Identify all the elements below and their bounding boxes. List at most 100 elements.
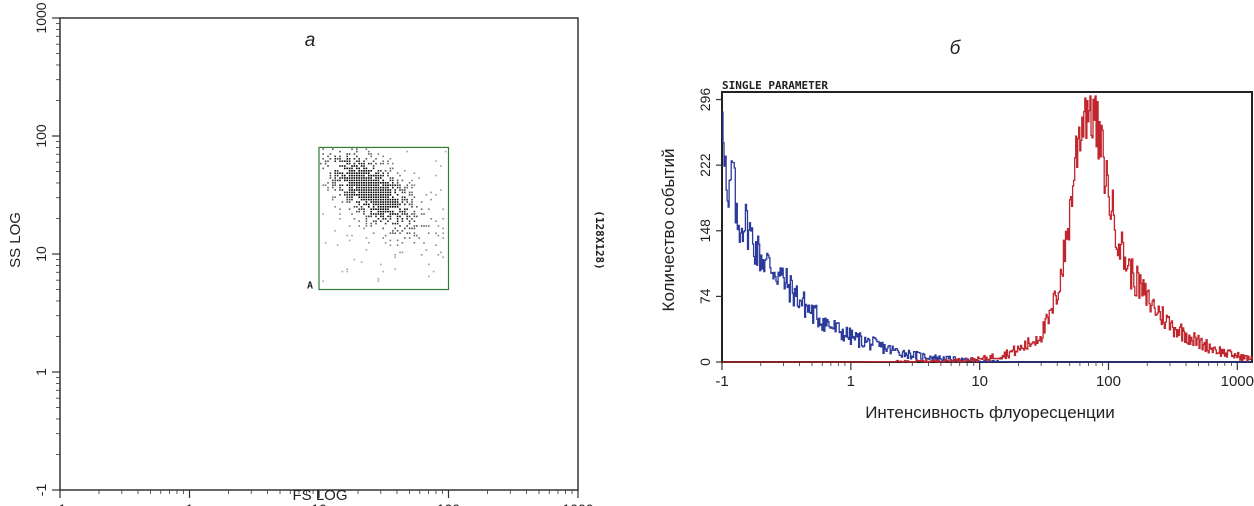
scatter-point <box>389 201 392 203</box>
scatter-point <box>384 222 387 225</box>
scatter-point <box>365 184 368 186</box>
scatter-point <box>420 201 423 203</box>
scatter-point <box>370 179 372 182</box>
scatter-point <box>377 210 380 213</box>
scatter-point <box>389 244 392 246</box>
scatter-point <box>336 179 339 182</box>
scatter-point <box>377 191 380 194</box>
scatter-point <box>339 177 341 179</box>
scatter-point <box>396 203 399 206</box>
scatter-point <box>370 174 372 177</box>
scatter-point <box>348 196 351 198</box>
scatter-point <box>392 201 394 203</box>
scatter-point <box>442 237 444 239</box>
scatter-point <box>380 182 382 184</box>
scatter-point <box>368 170 370 172</box>
scatter-point <box>365 186 368 189</box>
scatter-point <box>382 172 384 174</box>
scatter-point <box>413 234 416 237</box>
scatter-point <box>406 198 408 201</box>
scatter-point <box>332 179 334 182</box>
scatter-point <box>324 160 327 162</box>
gate-label: A <box>307 281 313 292</box>
scatter-point <box>348 153 351 155</box>
scatter-point <box>339 186 341 189</box>
scatter-point <box>387 206 389 208</box>
scatter-point <box>365 167 368 170</box>
scatter-point <box>339 213 341 215</box>
scatter-point <box>399 208 401 210</box>
scatter-point <box>392 184 394 186</box>
scatter-point <box>413 210 416 213</box>
scatter-point <box>372 220 375 222</box>
scatter-point <box>339 165 341 167</box>
scatter-point <box>408 220 411 222</box>
scatter-point <box>322 280 324 282</box>
scatter-point <box>329 172 332 174</box>
scatter-point <box>380 177 382 179</box>
scatter-point <box>396 213 399 215</box>
scatter-point <box>332 182 334 184</box>
scatter-point <box>372 194 375 196</box>
scatter-point <box>322 184 324 186</box>
scatter-point <box>404 213 406 215</box>
scatter-point <box>334 196 336 198</box>
scatter-point <box>372 201 375 203</box>
scatter-point <box>404 237 406 239</box>
scatter-point <box>372 174 375 177</box>
scatter-point <box>394 268 396 270</box>
scatter-point <box>334 177 336 179</box>
scatter-point <box>348 170 351 172</box>
scatter-point <box>382 155 384 158</box>
scatter-point <box>387 210 389 213</box>
scatter-point <box>404 189 406 191</box>
scatter-point <box>396 220 399 222</box>
scatter-point <box>370 225 372 227</box>
hist-y-tick-label: 222 <box>697 153 713 177</box>
scatter-point <box>401 196 404 198</box>
scatter-point <box>324 242 327 244</box>
scatter-point <box>363 210 365 213</box>
scatter-point <box>396 179 399 182</box>
scatter-point <box>392 213 394 215</box>
scatter-point <box>375 198 377 201</box>
scatter-point <box>384 184 387 186</box>
scatter-point <box>346 179 348 182</box>
scatter-point <box>404 210 406 213</box>
scatter-point <box>356 189 358 191</box>
scatter-point <box>372 232 375 234</box>
scatter-point <box>358 167 360 170</box>
scatter-point <box>348 179 351 182</box>
scatter-point <box>387 196 389 198</box>
scatter-point <box>435 244 437 246</box>
scatter-point <box>382 160 384 162</box>
scatter-point <box>392 167 394 170</box>
scatter-point <box>423 242 425 244</box>
scatter-point <box>358 220 360 222</box>
scatter-point <box>380 206 382 208</box>
scatter-point <box>380 198 382 201</box>
scatter-point <box>370 182 372 184</box>
scatter-point <box>396 239 399 242</box>
scatter-point <box>370 153 372 155</box>
histogram-panel: б SINGLE PARAMETER -1 1 10 100 1000 0 74 148 22… <box>659 38 1254 422</box>
scatter-point <box>327 182 329 184</box>
scatter-point <box>392 222 394 225</box>
scatter-point <box>353 170 356 172</box>
scatter-point <box>387 172 389 174</box>
scatter-density <box>320 148 447 282</box>
scatter-point <box>380 196 382 198</box>
scatter-point <box>392 162 394 165</box>
scatter-point <box>327 160 329 162</box>
scatter-point <box>358 210 360 213</box>
scatter-point <box>437 225 440 227</box>
scatter-point <box>351 186 353 189</box>
scatter-point <box>334 182 336 184</box>
scatter-point <box>360 162 363 165</box>
scatter-point <box>363 227 365 230</box>
scatter-point <box>382 182 384 184</box>
scatter-point <box>382 189 384 191</box>
scatter-point <box>389 215 392 218</box>
scatter-point <box>444 150 447 153</box>
scatter-point <box>396 172 399 174</box>
